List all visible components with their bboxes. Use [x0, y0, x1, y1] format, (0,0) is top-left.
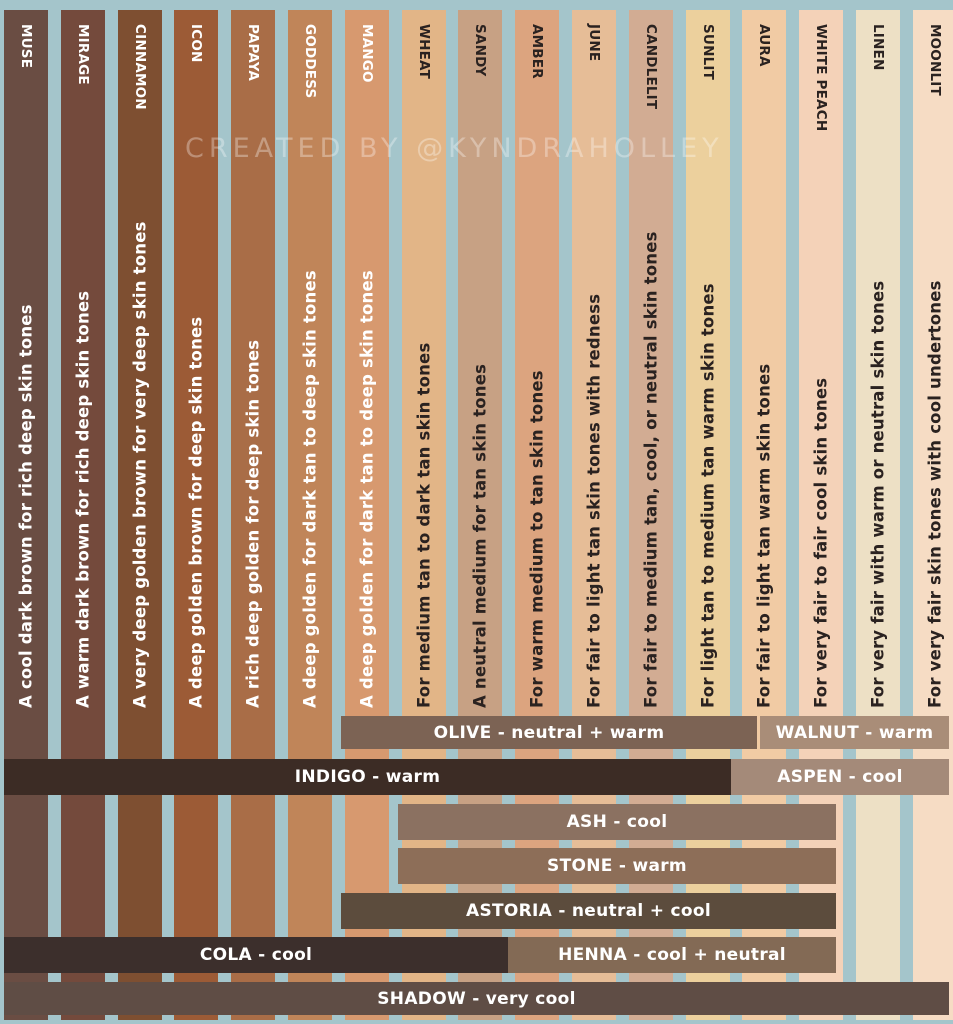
shade-description: For very fair with warm or neutral skin …	[868, 280, 888, 708]
shade-description: For very fair skin tones with cool under…	[925, 280, 945, 708]
shade-description: A deep golden for dark tan to deep skin …	[357, 270, 377, 708]
shade-description: A very deep golden brown for very deep s…	[130, 221, 150, 708]
shade-name: MANGO	[358, 24, 375, 83]
shade-name: JUNE	[586, 24, 602, 62]
shade-name: PAPAYA	[245, 24, 262, 82]
shade-column-cinnamon: CINNAMON A very deep golden brown for ver…	[117, 10, 162, 1020]
shade-description: A deep golden brown for deep skin tones	[186, 316, 206, 708]
band-aspen: ASPEN - cool	[731, 759, 949, 795]
shade-name: MOONLIT	[926, 24, 943, 96]
shade-column-linen: LINEN For very fair with warm or neutral …	[856, 10, 900, 1020]
shade-description: A neutral medium for tan skin tones	[470, 363, 490, 708]
shade-column-goddess: GODDESS A deep golden for dark tan to dee…	[288, 10, 332, 1020]
shade-name: GODDESS	[302, 24, 318, 99]
shade-column-mango: MANGO A deep golden for dark tan to deep …	[344, 10, 389, 1020]
shade-name: ICON	[188, 24, 205, 63]
shade-column-moonlit: MOONLIT For very fair skin tones with coo…	[912, 10, 953, 1020]
shade-description: A rich deep golden for deep skin tones	[243, 339, 263, 708]
shade-name: LINEN	[870, 24, 886, 71]
band-ash: ASH - cool	[398, 804, 836, 840]
watermark-text: CREATED BY @KYNDRAHOLLEY	[185, 133, 724, 164]
band-cola: COLA - cool	[4, 937, 508, 973]
shade-description: For light tan to medium tan warm skin to…	[698, 283, 718, 708]
shade-name: MIRAGE	[74, 24, 91, 85]
shade-column-muse: MUSE A cool dark brown for rich deep skin…	[4, 10, 48, 1020]
shade-column-mirage: MIRAGE A warm dark brown for rich deep sk…	[60, 10, 105, 1020]
band-olive: OLIVE - neutral + warm	[341, 716, 757, 749]
shade-name: WHEAT	[415, 24, 432, 80]
shade-description: A cool dark brown for rich deep skin ton…	[16, 304, 36, 708]
shade-name: WHITE PEACH	[813, 24, 830, 132]
band-henna: HENNA - cool + neutral	[508, 937, 836, 973]
band-stone: STONE - warm	[398, 848, 836, 884]
shade-name: CINNAMON	[131, 24, 148, 110]
shade-name: SUNLIT	[699, 24, 716, 81]
shade-description: For fair to light tan warm skin tones	[754, 363, 774, 708]
shade-column-icon: ICON A deep golden brown for deep skin to…	[174, 10, 219, 1020]
shade-description: For warm medium to tan skin tones	[527, 370, 547, 708]
band-walnut: WALNUT - warm	[760, 716, 949, 749]
shade-name: AURA	[756, 24, 773, 67]
shade-description: A deep golden for dark tan to deep skin …	[300, 270, 320, 708]
shade-description: For very fair to fair cool skin tones	[811, 377, 831, 708]
band-indigo: INDIGO - warm	[4, 759, 731, 795]
shade-name: MUSE	[18, 24, 34, 69]
shade-description: For medium tan to dark tan skin tones	[414, 342, 434, 708]
band-shadow: SHADOW - very cool	[4, 982, 949, 1015]
shade-column-papaya: PAPAYA A rich deep golden for deep skin t…	[231, 10, 276, 1020]
band-astoria: ASTORIA - neutral + cool	[341, 893, 836, 929]
shade-description: A warm dark brown for rich deep skin ton…	[73, 290, 93, 708]
shade-description: For fair to light tan skin tones with re…	[584, 293, 604, 708]
shade-name: SANDY	[472, 24, 489, 77]
shade-description: For fair to medium tan, cool, or neutral…	[641, 231, 661, 708]
shade-name: CANDLELIT	[642, 24, 659, 110]
shade-name: AMBER	[529, 24, 546, 79]
